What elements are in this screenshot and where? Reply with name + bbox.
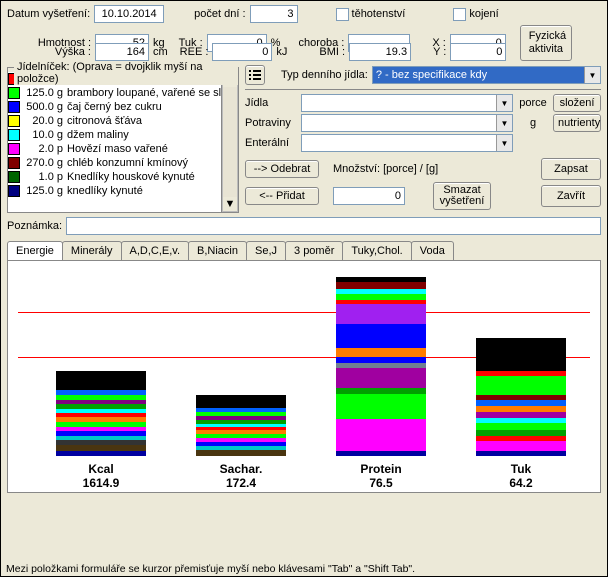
food-row[interactable]: 500.0 gčaj černý bez cukru (8, 100, 221, 114)
chart-area: Kcal1614.9 Sachar.172.4 Protein76.5 Tuk64.2 (7, 261, 601, 493)
height-label: Výška : (7, 46, 91, 58)
food-name: džem maliny (67, 129, 221, 141)
type-dropdown[interactable]: ? - bez specifikace kdy▼ (372, 66, 601, 84)
chart-bar (476, 338, 566, 456)
food-row[interactable]: 2.0 pHovězí maso vařené (8, 142, 221, 156)
tabs: EnergieMinerályA,D,C,E,v.B,NiacinSe,J3 p… (7, 241, 601, 261)
food-name: knedlíky kynuté (67, 185, 221, 197)
food-name: Knedlíky houskové kynuté (67, 171, 221, 183)
tab-sej[interactable]: Se,J (246, 241, 286, 260)
food-amount: 125.0 g (22, 87, 67, 99)
food-color-swatch (8, 129, 20, 141)
tab-adcev[interactable]: A,D,C,E,v. (121, 241, 190, 260)
bar-label: Tuk64.2 (476, 462, 566, 490)
activity-button[interactable]: Fyzická aktivita (520, 25, 572, 61)
y-label: Y : (433, 46, 446, 58)
height-input[interactable] (95, 43, 149, 61)
note-label: Poznámka: (7, 220, 62, 232)
food-row[interactable]: 125.0 gbrambory loupané, vařené se sl (8, 86, 221, 100)
jidla-label: Jídla (245, 97, 297, 109)
days-label: počet dní : (194, 8, 245, 20)
potraviny-dropdown[interactable]: ▼ (301, 114, 513, 132)
remove-button[interactable]: --> Odebrat (245, 160, 319, 178)
quantity-input[interactable] (333, 187, 405, 205)
enteralni-label: Enterální (245, 137, 297, 149)
food-name: citronová šťáva (67, 115, 221, 127)
type-label: Typ denního jídla: (281, 69, 368, 81)
food-color-swatch (8, 115, 20, 127)
menu-legend: Jídelníček: (Oprava = dvojklik myší na p… (14, 61, 238, 85)
scrollbar[interactable]: ▲▼ (222, 72, 238, 212)
food-color-swatch (8, 157, 20, 169)
food-amount: 125.0 g (22, 185, 67, 197)
chart-bar (56, 371, 146, 456)
chart-bar (336, 277, 426, 456)
food-color-swatch (8, 87, 20, 99)
food-amount: 2.0 p (22, 143, 67, 155)
food-amount: 20.0 g (22, 115, 67, 127)
bar-label: Kcal1614.9 (56, 462, 146, 490)
food-color-swatch (8, 185, 20, 197)
ree-unit: kJ (276, 46, 287, 58)
ree-input[interactable] (212, 43, 272, 61)
tab-tukychol[interactable]: Tuky,Chol. (342, 241, 411, 260)
food-row[interactable]: 270.0 gchléb konzumní kmínový (8, 156, 221, 170)
footer-hint: Mezi položkami formuláře se kurzor přemi… (6, 563, 415, 575)
breastfeed-checkbox[interactable]: kojení (453, 8, 498, 21)
y-input[interactable] (450, 43, 506, 61)
enteralni-dropdown[interactable]: ▼ (301, 134, 513, 152)
food-color-swatch (8, 101, 20, 113)
tab-pomr[interactable]: 3 poměr (285, 241, 343, 260)
bar-label: Sachar.172.4 (196, 462, 286, 490)
food-row[interactable]: 1.0 pKnedlíky houskové kynuté (8, 170, 221, 184)
date-input[interactable] (94, 5, 164, 23)
chart-bar (196, 395, 286, 456)
bmi-label: BMI : (319, 46, 345, 58)
potraviny-label: Potraviny (245, 117, 297, 129)
slozeni-button[interactable]: složení (553, 94, 601, 112)
bar-label: Protein76.5 (336, 462, 426, 490)
food-amount: 500.0 g (22, 101, 67, 113)
days-input[interactable] (250, 5, 298, 23)
quantity-label: Množství: [porce] / [g] (333, 163, 438, 175)
food-name: čaj černý bez cukru (67, 101, 221, 113)
food-row[interactable]: 125.0 gknedlíky kynuté (8, 184, 221, 198)
nutrienty-button[interactable]: nutrienty (553, 114, 601, 132)
ree-label: REE : (180, 46, 209, 58)
food-row[interactable]: 10.0 gdžem maliny (8, 128, 221, 142)
food-amount: 1.0 p (22, 171, 67, 183)
note-input[interactable] (66, 217, 601, 235)
jidla-dropdown[interactable]: ▼ (301, 94, 513, 112)
food-amount: 270.0 g (22, 157, 67, 169)
date-label: Datum vyšetření: (7, 8, 90, 20)
food-name: chléb konzumní kmínový (67, 157, 221, 169)
tab-bniacin[interactable]: B,Niacin (188, 241, 247, 260)
porce-label: porce (517, 97, 549, 109)
delete-button[interactable]: Smazat vyšetření (433, 182, 491, 210)
food-name: brambory loupané, vařené se sl (67, 87, 221, 99)
tab-energie[interactable]: Energie (7, 241, 63, 260)
tab-voda[interactable]: Voda (411, 241, 454, 260)
food-color-swatch (8, 143, 20, 155)
pregnancy-checkbox[interactable]: těhotenství (336, 8, 406, 21)
food-amount: 10.0 g (22, 129, 67, 141)
reference-line (18, 312, 590, 313)
food-list[interactable]: 120.0 gbanán125.0 gbrambory loupané, vař… (8, 72, 222, 212)
g-label: g (517, 117, 549, 129)
tab-minerly[interactable]: Minerály (62, 241, 122, 260)
height-unit: cm (153, 46, 168, 58)
food-row[interactable]: 20.0 gcitronová šťáva (8, 114, 221, 128)
save-button[interactable]: Zapsat (541, 158, 601, 180)
add-button[interactable]: <-- Přidat (245, 187, 319, 205)
food-name: Hovězí maso vařené (67, 143, 221, 155)
close-button[interactable]: Zavřít (541, 185, 601, 207)
bmi-value (349, 43, 411, 61)
list-icon[interactable] (245, 65, 265, 85)
food-color-swatch (8, 171, 20, 183)
